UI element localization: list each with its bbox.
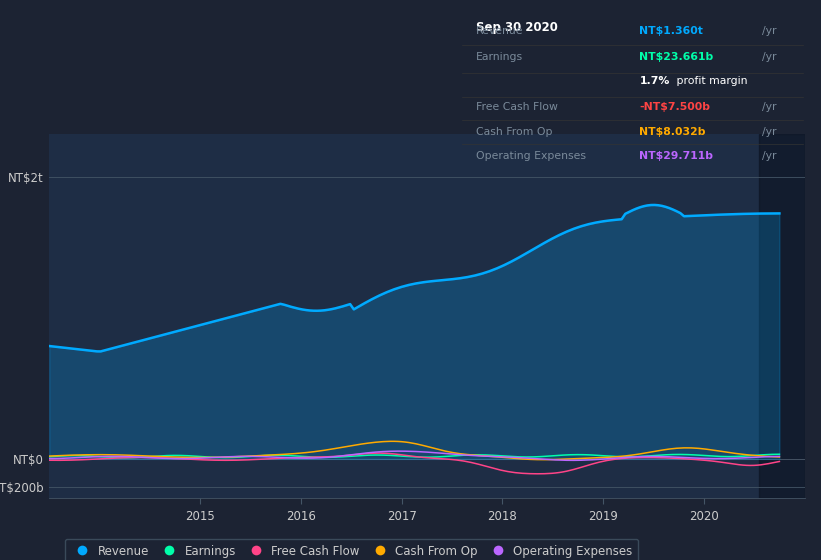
Text: /yr: /yr: [762, 102, 777, 113]
Text: -NT$7.500b: -NT$7.500b: [640, 102, 710, 113]
Text: Free Cash Flow: Free Cash Flow: [476, 102, 557, 113]
Text: /yr: /yr: [762, 151, 777, 161]
Legend: Revenue, Earnings, Free Cash Flow, Cash From Op, Operating Expenses: Revenue, Earnings, Free Cash Flow, Cash …: [65, 539, 638, 560]
Text: Revenue: Revenue: [476, 26, 523, 36]
Text: Sep 30 2020: Sep 30 2020: [476, 21, 557, 34]
Text: NT$1.360t: NT$1.360t: [640, 26, 704, 36]
Text: NT$23.661b: NT$23.661b: [640, 53, 713, 62]
Text: /yr: /yr: [762, 53, 777, 62]
Text: Operating Expenses: Operating Expenses: [476, 151, 586, 161]
Text: 1.7%: 1.7%: [640, 76, 670, 86]
Text: /yr: /yr: [762, 127, 777, 137]
Text: Earnings: Earnings: [476, 53, 523, 62]
Text: NT$8.032b: NT$8.032b: [640, 127, 706, 137]
Text: NT$29.711b: NT$29.711b: [640, 151, 713, 161]
Text: Cash From Op: Cash From Op: [476, 127, 553, 137]
Text: /yr: /yr: [762, 26, 777, 36]
Text: profit margin: profit margin: [673, 76, 748, 86]
Bar: [759, 134, 805, 498]
